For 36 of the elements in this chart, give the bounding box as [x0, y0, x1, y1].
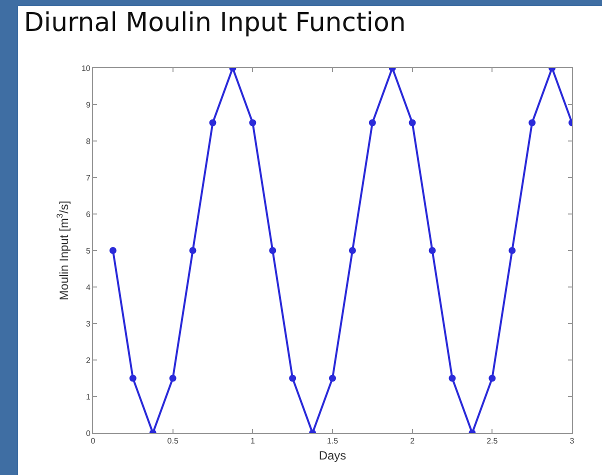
x-tick-label: 0.5: [167, 436, 179, 446]
point: [109, 247, 116, 254]
point: [348, 247, 356, 254]
point: [249, 119, 256, 126]
y-tick-label: 2: [86, 356, 91, 365]
y-tick-label: 5: [86, 246, 91, 256]
y-tick-label: 6: [86, 210, 91, 219]
x-tick-label: 1: [250, 436, 256, 446]
chart-title: Diurnal Moulin Input Function: [24, 8, 406, 38]
point: [269, 247, 276, 254]
point: [189, 247, 196, 254]
point: [169, 374, 176, 382]
y-tick-label: 7: [86, 173, 91, 182]
x-tick-label: 1.5: [326, 436, 339, 446]
point: [508, 247, 516, 254]
y-tick-label: 1: [86, 392, 91, 402]
x-axis-title: Days: [318, 448, 346, 462]
point: [209, 119, 216, 126]
point: [488, 374, 496, 382]
point: [528, 119, 536, 126]
y-tick-label: 3: [86, 319, 91, 328]
point: [129, 374, 136, 382]
x-tick-label: 2.5: [486, 436, 498, 446]
x-tick-label: 3: [570, 436, 575, 446]
point: [329, 374, 336, 382]
y-tick-label: 10: [81, 64, 91, 73]
y-tick-label: 4: [86, 282, 91, 292]
x-tick-label: 2: [410, 436, 416, 446]
point: [408, 119, 416, 126]
y-tick-label: 8: [86, 136, 91, 146]
point: [448, 374, 456, 382]
point: [289, 374, 296, 382]
y-tick-label: 9: [86, 100, 91, 110]
point: [428, 247, 436, 254]
point: [368, 119, 376, 126]
y-tick-label: 0: [86, 428, 91, 438]
